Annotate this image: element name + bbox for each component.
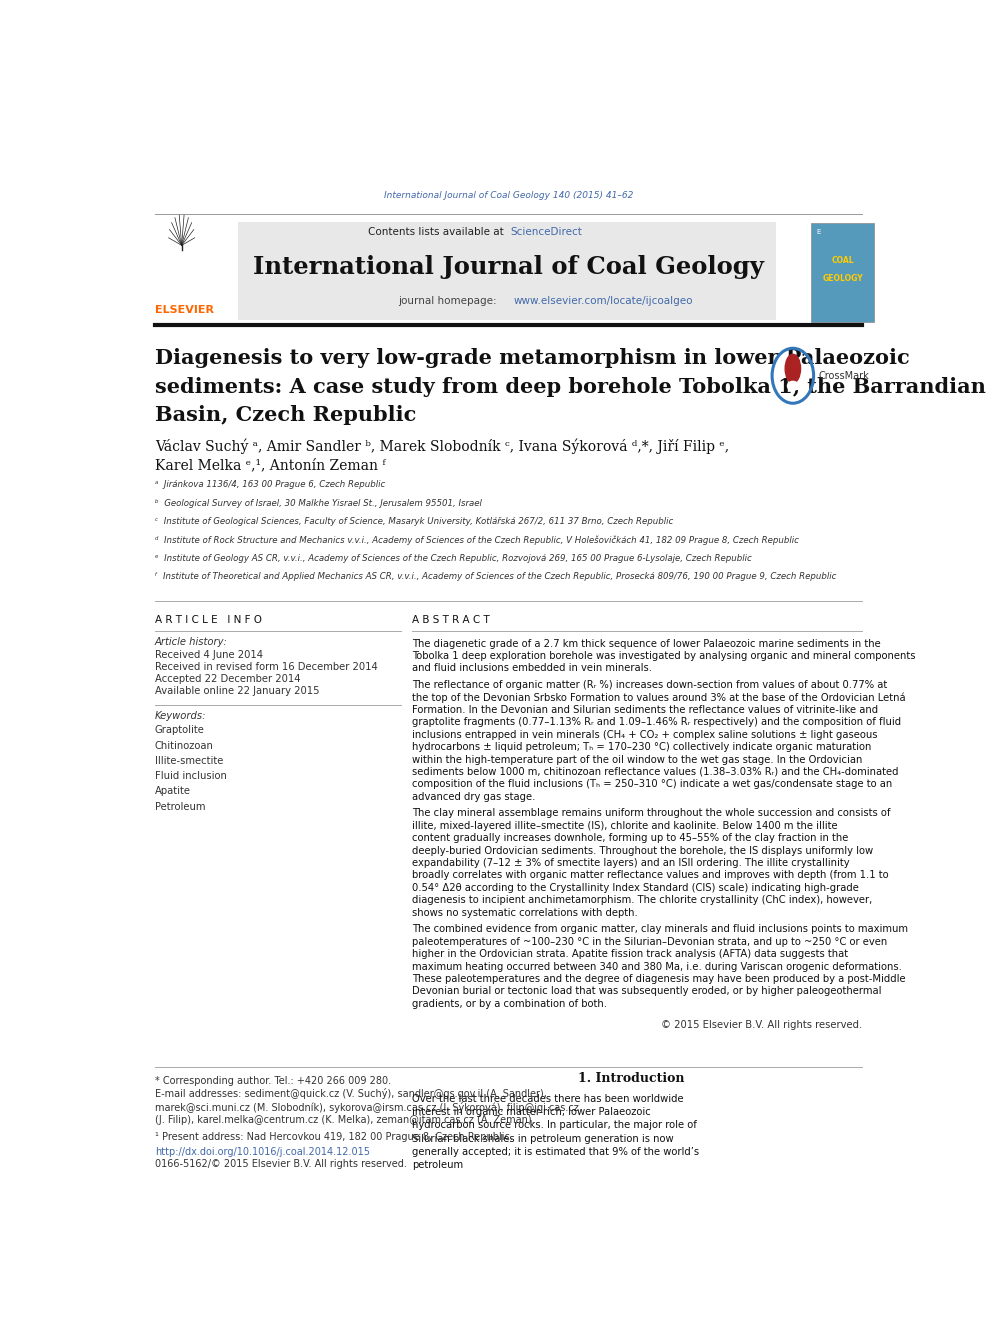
Text: maximum heating occurred between 340 and 380 Ma, i.e. during Variscan orogenic d: maximum heating occurred between 340 and… xyxy=(413,962,902,971)
Text: ᶜ  Institute of Geological Sciences, Faculty of Science, Masaryk University, Kot: ᶜ Institute of Geological Sciences, Facu… xyxy=(155,517,673,527)
Text: The diagenetic grade of a 2.7 km thick sequence of lower Palaeozoic marine sedim: The diagenetic grade of a 2.7 km thick s… xyxy=(413,639,881,648)
Text: E-mail addresses: sediment@quick.cz (V. Suchý), sandler@gs.gov.il (A. Sandler),: E-mail addresses: sediment@quick.cz (V. … xyxy=(155,1089,547,1099)
Text: sediments below 1000 m, chitinozoan reflectance values (1.38–3.03% Rᵣ) and the C: sediments below 1000 m, chitinozoan refl… xyxy=(413,767,899,777)
Text: advanced dry gas stage.: advanced dry gas stage. xyxy=(413,791,536,802)
Text: within the high-temperature part of the oil window to the wet gas stage. In the : within the high-temperature part of the … xyxy=(413,754,863,765)
Text: Received 4 June 2014: Received 4 June 2014 xyxy=(155,650,263,660)
Text: The clay mineral assemblage remains uniform throughout the whole succession and : The clay mineral assemblage remains unif… xyxy=(413,808,891,819)
Text: interest in organic matter-rich, lower Palaeozoic: interest in organic matter-rich, lower P… xyxy=(413,1107,651,1117)
Ellipse shape xyxy=(786,355,801,382)
Text: ᵉ  Institute of Geology AS CR, v.v.i., Academy of Sciences of the Czech Republic: ᵉ Institute of Geology AS CR, v.v.i., Ac… xyxy=(155,553,752,562)
Text: * Corresponding author. Tel.: +420 266 009 280.: * Corresponding author. Tel.: +420 266 0… xyxy=(155,1076,391,1086)
Text: 0166-5162/© 2015 Elsevier B.V. All rights reserved.: 0166-5162/© 2015 Elsevier B.V. All right… xyxy=(155,1159,407,1170)
Text: www.elsevier.com/locate/ijcoalgeo: www.elsevier.com/locate/ijcoalgeo xyxy=(514,296,693,307)
Text: 0.54° Δ2θ according to the Crystallinity Index Standard (CIS) scale) indicating : 0.54° Δ2θ according to the Crystallinity… xyxy=(413,882,859,893)
Text: Tobolka 1 deep exploration borehole was investigated by analysing organic and mi: Tobolka 1 deep exploration borehole was … xyxy=(413,651,916,662)
Text: inclusions entrapped in vein minerals (CH₄ + CO₂ + complex saline solutions ± li: inclusions entrapped in vein minerals (C… xyxy=(413,730,878,740)
Text: Václav Suchý ᵃ, Amir Sandler ᵇ, Marek Slobodník ᶜ, Ivana Sýkorová ᵈ,*, Jiří Fili: Václav Suchý ᵃ, Amir Sandler ᵇ, Marek Sl… xyxy=(155,438,729,454)
Text: A B S T R A C T: A B S T R A C T xyxy=(413,615,490,626)
Text: ¹ Present address: Nad Hercovkou 419, 182 00 Prague 8, Czech Republic.: ¹ Present address: Nad Hercovkou 419, 18… xyxy=(155,1131,513,1142)
Text: Chitinozoan: Chitinozoan xyxy=(155,741,213,750)
Text: journal homepage:: journal homepage: xyxy=(398,296,503,307)
Text: ᵃ  Jiránkova 1136/4, 163 00 Prague 6, Czech Republic: ᵃ Jiránkova 1136/4, 163 00 Prague 6, Cze… xyxy=(155,480,385,490)
Text: Illite-smectite: Illite-smectite xyxy=(155,755,223,766)
Text: Graptolite: Graptolite xyxy=(155,725,204,736)
Text: Fluid inclusion: Fluid inclusion xyxy=(155,771,226,781)
Text: diagenesis to incipient anchimetamorphism. The chlorite crystallinity (ChC index: diagenesis to incipient anchimetamorphis… xyxy=(413,896,873,905)
Text: petroleum: petroleum xyxy=(413,1160,463,1170)
Text: Formation. In the Devonian and Silurian sediments the reflectance values of vitr: Formation. In the Devonian and Silurian … xyxy=(413,705,879,714)
Text: marek@sci.muni.cz (M. Slobodník), sykorova@irsm.cas.cz (I. Sýkorová), filip@jgi.: marek@sci.muni.cz (M. Slobodník), sykoro… xyxy=(155,1102,578,1113)
Text: These paleotemperatures and the degree of diagenesis may have been produced by a: These paleotemperatures and the degree o… xyxy=(413,974,906,984)
Ellipse shape xyxy=(788,381,799,390)
Text: Keywords:: Keywords: xyxy=(155,710,206,721)
Text: ᵈ  Institute of Rock Structure and Mechanics v.v.i., Academy of Sciences of the : ᵈ Institute of Rock Structure and Mechan… xyxy=(155,534,799,545)
Text: Basin, Czech Republic: Basin, Czech Republic xyxy=(155,405,416,426)
Text: (J. Filip), karel.melka@centrum.cz (K. Melka), zeman@itam.cas.cz (A. Zeman).: (J. Filip), karel.melka@centrum.cz (K. M… xyxy=(155,1115,535,1126)
Text: Accepted 22 December 2014: Accepted 22 December 2014 xyxy=(155,675,301,684)
Text: graptolite fragments (0.77–1.13% Rᵣ and 1.09–1.46% Rᵣ respectively) and the comp: graptolite fragments (0.77–1.13% Rᵣ and … xyxy=(413,717,902,728)
Text: hydrocarbons ± liquid petroleum; Tₕ = 170–230 °C) collectively indicate organic : hydrocarbons ± liquid petroleum; Tₕ = 17… xyxy=(413,742,872,751)
Text: generally accepted; it is estimated that 9% of the world’s: generally accepted; it is estimated that… xyxy=(413,1147,699,1156)
Text: GEOLOGY: GEOLOGY xyxy=(822,274,863,283)
Text: Devonian burial or tectonic load that was subsequently eroded, or by higher pale: Devonian burial or tectonic load that wa… xyxy=(413,987,882,996)
Text: © 2015 Elsevier B.V. All rights reserved.: © 2015 Elsevier B.V. All rights reserved… xyxy=(661,1020,862,1031)
Text: Received in revised form 16 December 2014: Received in revised form 16 December 201… xyxy=(155,662,378,672)
Text: illite, mixed-layered illite–smectite (IS), chlorite and kaolinite. Below 1400 m: illite, mixed-layered illite–smectite (I… xyxy=(413,820,838,831)
Text: Article history:: Article history: xyxy=(155,636,227,647)
Text: paleotemperatures of ~100–230 °C in the Silurian–Devonian strata, and up to ~250: paleotemperatures of ~100–230 °C in the … xyxy=(413,937,888,947)
Text: Petroleum: Petroleum xyxy=(155,802,205,811)
Text: Over the last three decades there has been worldwide: Over the last three decades there has be… xyxy=(413,1094,683,1103)
Text: shows no systematic correlations with depth.: shows no systematic correlations with de… xyxy=(413,908,638,918)
Text: 1. Introduction: 1. Introduction xyxy=(578,1072,684,1085)
Text: Diagenesis to very low-grade metamorphism in lower Palaeozoic: Diagenesis to very low-grade metamorphis… xyxy=(155,348,910,368)
Text: gradients, or by a combination of both.: gradients, or by a combination of both. xyxy=(413,999,607,1009)
Text: CrossMark: CrossMark xyxy=(819,370,870,381)
Text: COAL: COAL xyxy=(831,257,854,265)
Text: ScienceDirect: ScienceDirect xyxy=(510,228,582,237)
Text: Karel Melka ᵉ,¹, Antonín Zeman ᶠ: Karel Melka ᵉ,¹, Antonín Zeman ᶠ xyxy=(155,458,385,472)
Text: Apatite: Apatite xyxy=(155,786,190,796)
Text: and fluid inclusions embedded in vein minerals.: and fluid inclusions embedded in vein mi… xyxy=(413,663,653,673)
Text: The combined evidence from organic matter, clay minerals and fluid inclusions po: The combined evidence from organic matte… xyxy=(413,925,909,934)
Text: ELSEVIER: ELSEVIER xyxy=(155,304,213,315)
FancyBboxPatch shape xyxy=(238,222,776,320)
Text: hydrocarbon source rocks. In particular, the major role of: hydrocarbon source rocks. In particular,… xyxy=(413,1121,697,1130)
Text: deeply-buried Ordovician sediments. Throughout the borehole, the IS displays uni: deeply-buried Ordovician sediments. Thro… xyxy=(413,845,873,856)
Text: broadly correlates with organic matter reflectance values and improves with dept: broadly correlates with organic matter r… xyxy=(413,871,889,880)
Text: expandability (7–12 ± 3% of smectite layers) and an ISII ordering. The illite cr: expandability (7–12 ± 3% of smectite lay… xyxy=(413,859,850,868)
Text: content gradually increases downhole, forming up to 45–55% of the clay fraction : content gradually increases downhole, fo… xyxy=(413,833,849,843)
Text: E: E xyxy=(815,229,820,235)
Text: The reflectance of organic matter (Rᵣ %) increases down-section from values of a: The reflectance of organic matter (Rᵣ %)… xyxy=(413,680,888,689)
Text: International Journal of Coal Geology: International Journal of Coal Geology xyxy=(253,255,764,279)
Text: higher in the Ordovician strata. Apatite fission track analysis (AFTA) data sugg: higher in the Ordovician strata. Apatite… xyxy=(413,949,848,959)
Text: Available online 22 January 2015: Available online 22 January 2015 xyxy=(155,685,319,696)
Text: ᶠ  Institute of Theoretical and Applied Mechanics AS CR, v.v.i., Academy of Scie: ᶠ Institute of Theoretical and Applied M… xyxy=(155,572,836,581)
Text: sediments: A case study from deep borehole Tobolka 1, the Barrandian: sediments: A case study from deep boreho… xyxy=(155,377,986,397)
Text: International Journal of Coal Geology 140 (2015) 41–62: International Journal of Coal Geology 14… xyxy=(384,191,633,200)
FancyBboxPatch shape xyxy=(811,224,874,321)
Text: http://dx.doi.org/10.1016/j.coal.2014.12.015: http://dx.doi.org/10.1016/j.coal.2014.12… xyxy=(155,1147,370,1158)
Text: Contents lists available at: Contents lists available at xyxy=(368,228,507,237)
Text: composition of the fluid inclusions (Tₕ = 250–310 °C) indicate a wet gas/condens: composition of the fluid inclusions (Tₕ … xyxy=(413,779,893,790)
Text: the top of the Devonian Srbsko Formation to values around 3% at the base of the : the top of the Devonian Srbsko Formation… xyxy=(413,692,906,703)
Text: Silurian black shales in petroleum generation is now: Silurian black shales in petroleum gener… xyxy=(413,1134,674,1143)
Text: ᵇ  Geological Survey of Israel, 30 Malkhe Yisrael St., Jerusalem 95501, Israel: ᵇ Geological Survey of Israel, 30 Malkhe… xyxy=(155,499,482,508)
Text: A R T I C L E   I N F O: A R T I C L E I N F O xyxy=(155,615,262,626)
